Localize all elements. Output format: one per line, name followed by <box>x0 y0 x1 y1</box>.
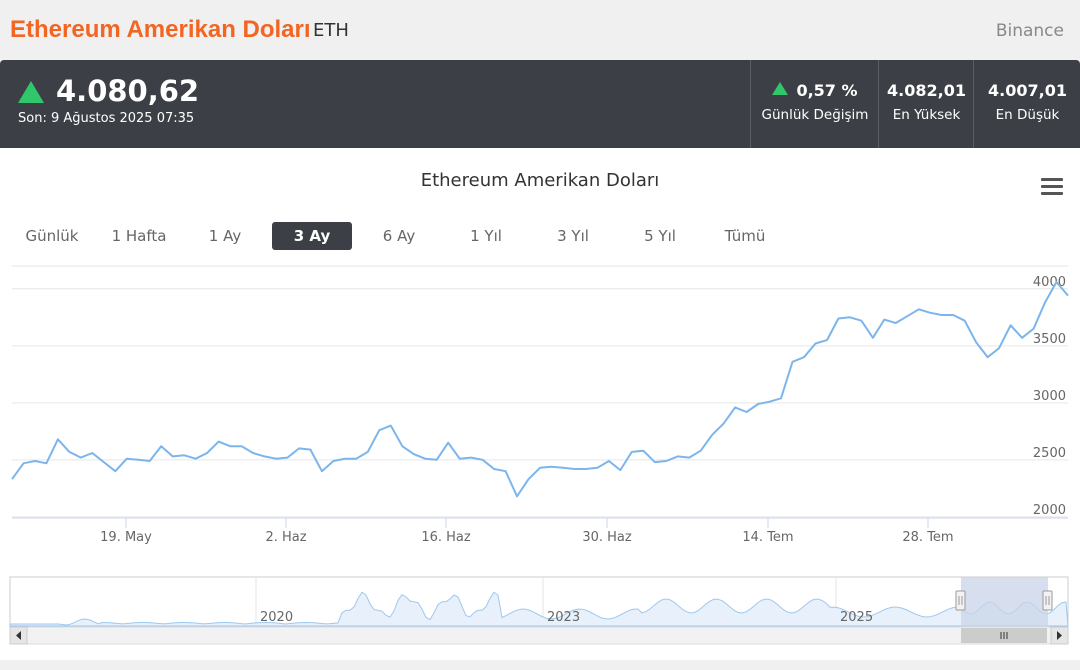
daily-change-value: 0,57 % <box>796 81 858 100</box>
day-high: 4.082,01 En Yüksek <box>878 60 974 148</box>
up-arrow-icon <box>772 82 789 95</box>
last-update: Son: 9 Ağustos 2025 07:35 <box>18 111 195 126</box>
range-button[interactable]: 1 Ay <box>208 227 242 245</box>
chart-panel: Ethereum Amerikan Doları Günlük 1 Hafta … <box>0 148 1080 660</box>
day-high-label: En Yüksek <box>892 107 961 123</box>
chart-menu-icon[interactable] <box>1041 178 1063 196</box>
chart-title: Ethereum Amerikan Doları <box>420 170 660 191</box>
daily-change-label: Günlük Değişim <box>761 107 869 123</box>
range-button[interactable]: Tümü <box>724 227 766 245</box>
range-button[interactable]: 1 Hafta <box>111 227 167 245</box>
range-button[interactable]: Günlük <box>25 227 79 245</box>
day-low-value: 4.007,01 <box>988 81 1067 100</box>
day-high-value: 4.082,01 <box>887 81 966 100</box>
current-price: 4.080,62 <box>56 74 200 108</box>
page-header: Ethereum Amerikan Doları ETH Binance <box>0 0 1080 60</box>
up-arrow-icon <box>18 81 44 103</box>
day-low: 4.007,01 En Düşük <box>973 60 1080 148</box>
exchange-label: Binance <box>995 21 1064 41</box>
day-low-label: En Düşük <box>995 107 1060 123</box>
quote-bar: 4.080,62 Son: 9 Ağustos 2025 07:35 0,57 … <box>0 60 1080 148</box>
symbol-label: ETH <box>313 20 349 41</box>
range-button-active[interactable]: 3 Ay <box>272 222 352 250</box>
range-button[interactable]: 5 Yıl <box>644 227 676 245</box>
range-button[interactable]: 6 Ay <box>382 227 416 245</box>
range-button[interactable]: 3 Yıl <box>557 227 589 245</box>
page-title: Ethereum Amerikan Doları <box>10 16 311 43</box>
range-button[interactable]: 1 Yıl <box>470 227 502 245</box>
daily-change: 0,57 % Günlük Değişim <box>750 60 879 148</box>
